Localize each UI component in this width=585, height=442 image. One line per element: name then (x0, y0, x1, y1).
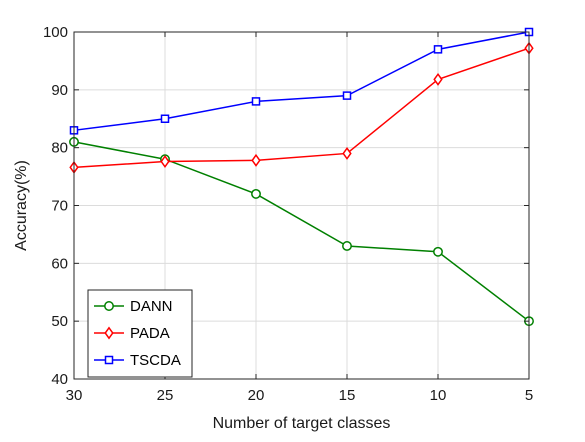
legend-label: PADA (130, 325, 170, 342)
y-tick-label: 90 (51, 82, 68, 99)
y-axis-label: Accuracy(%) (13, 160, 30, 251)
pada-point (251, 153, 261, 167)
series-pada (69, 41, 534, 174)
pada-line (73, 47, 530, 169)
x-tick-label: 20 (248, 387, 265, 404)
legend-marker (104, 301, 114, 311)
series-group (69, 27, 534, 327)
series-tscda (69, 27, 534, 135)
tscda-line (73, 31, 530, 132)
x-tick-label: 10 (430, 387, 447, 404)
legend-label: DANN (130, 298, 173, 315)
legend-item-pada: PADA (94, 325, 170, 342)
y-tick-label: 40 (51, 371, 68, 388)
dann-line (73, 141, 530, 322)
tscda-point (433, 45, 443, 54)
x-tick-label: 15 (339, 387, 356, 404)
x-axis-label: Number of target classes (213, 415, 391, 432)
dann-point (433, 246, 443, 257)
axis-ticks: 40 50 60 70 80 90 100 30 25 20 15 10 5 (43, 24, 533, 404)
legend-label: TSCDA (130, 352, 181, 369)
tscda-point (251, 97, 261, 106)
legend-item-tscda: TSCDA (94, 352, 181, 369)
dann-point (251, 188, 261, 199)
tscda-point (342, 91, 352, 100)
legend-marker (104, 326, 114, 340)
x-tick-label: 30 (66, 387, 83, 404)
pada-point (160, 155, 170, 169)
y-tick-label: 70 (51, 198, 68, 215)
legend-marker (104, 355, 114, 365)
legend-item-dann: DANN (94, 298, 173, 315)
y-tick-label: 50 (51, 313, 68, 330)
legend: DANN PADA TSCDA (87, 289, 193, 378)
x-tick-label: 5 (525, 387, 533, 404)
pada-point (342, 146, 352, 160)
y-tick-label: 80 (51, 140, 68, 157)
y-tick-label: 100 (43, 24, 68, 41)
grid-lines (74, 32, 529, 379)
y-tick-label: 60 (51, 255, 68, 272)
pada-point (433, 72, 443, 86)
tscda-point (160, 114, 170, 123)
x-tick-label: 25 (157, 387, 174, 404)
dann-point (342, 241, 352, 251)
